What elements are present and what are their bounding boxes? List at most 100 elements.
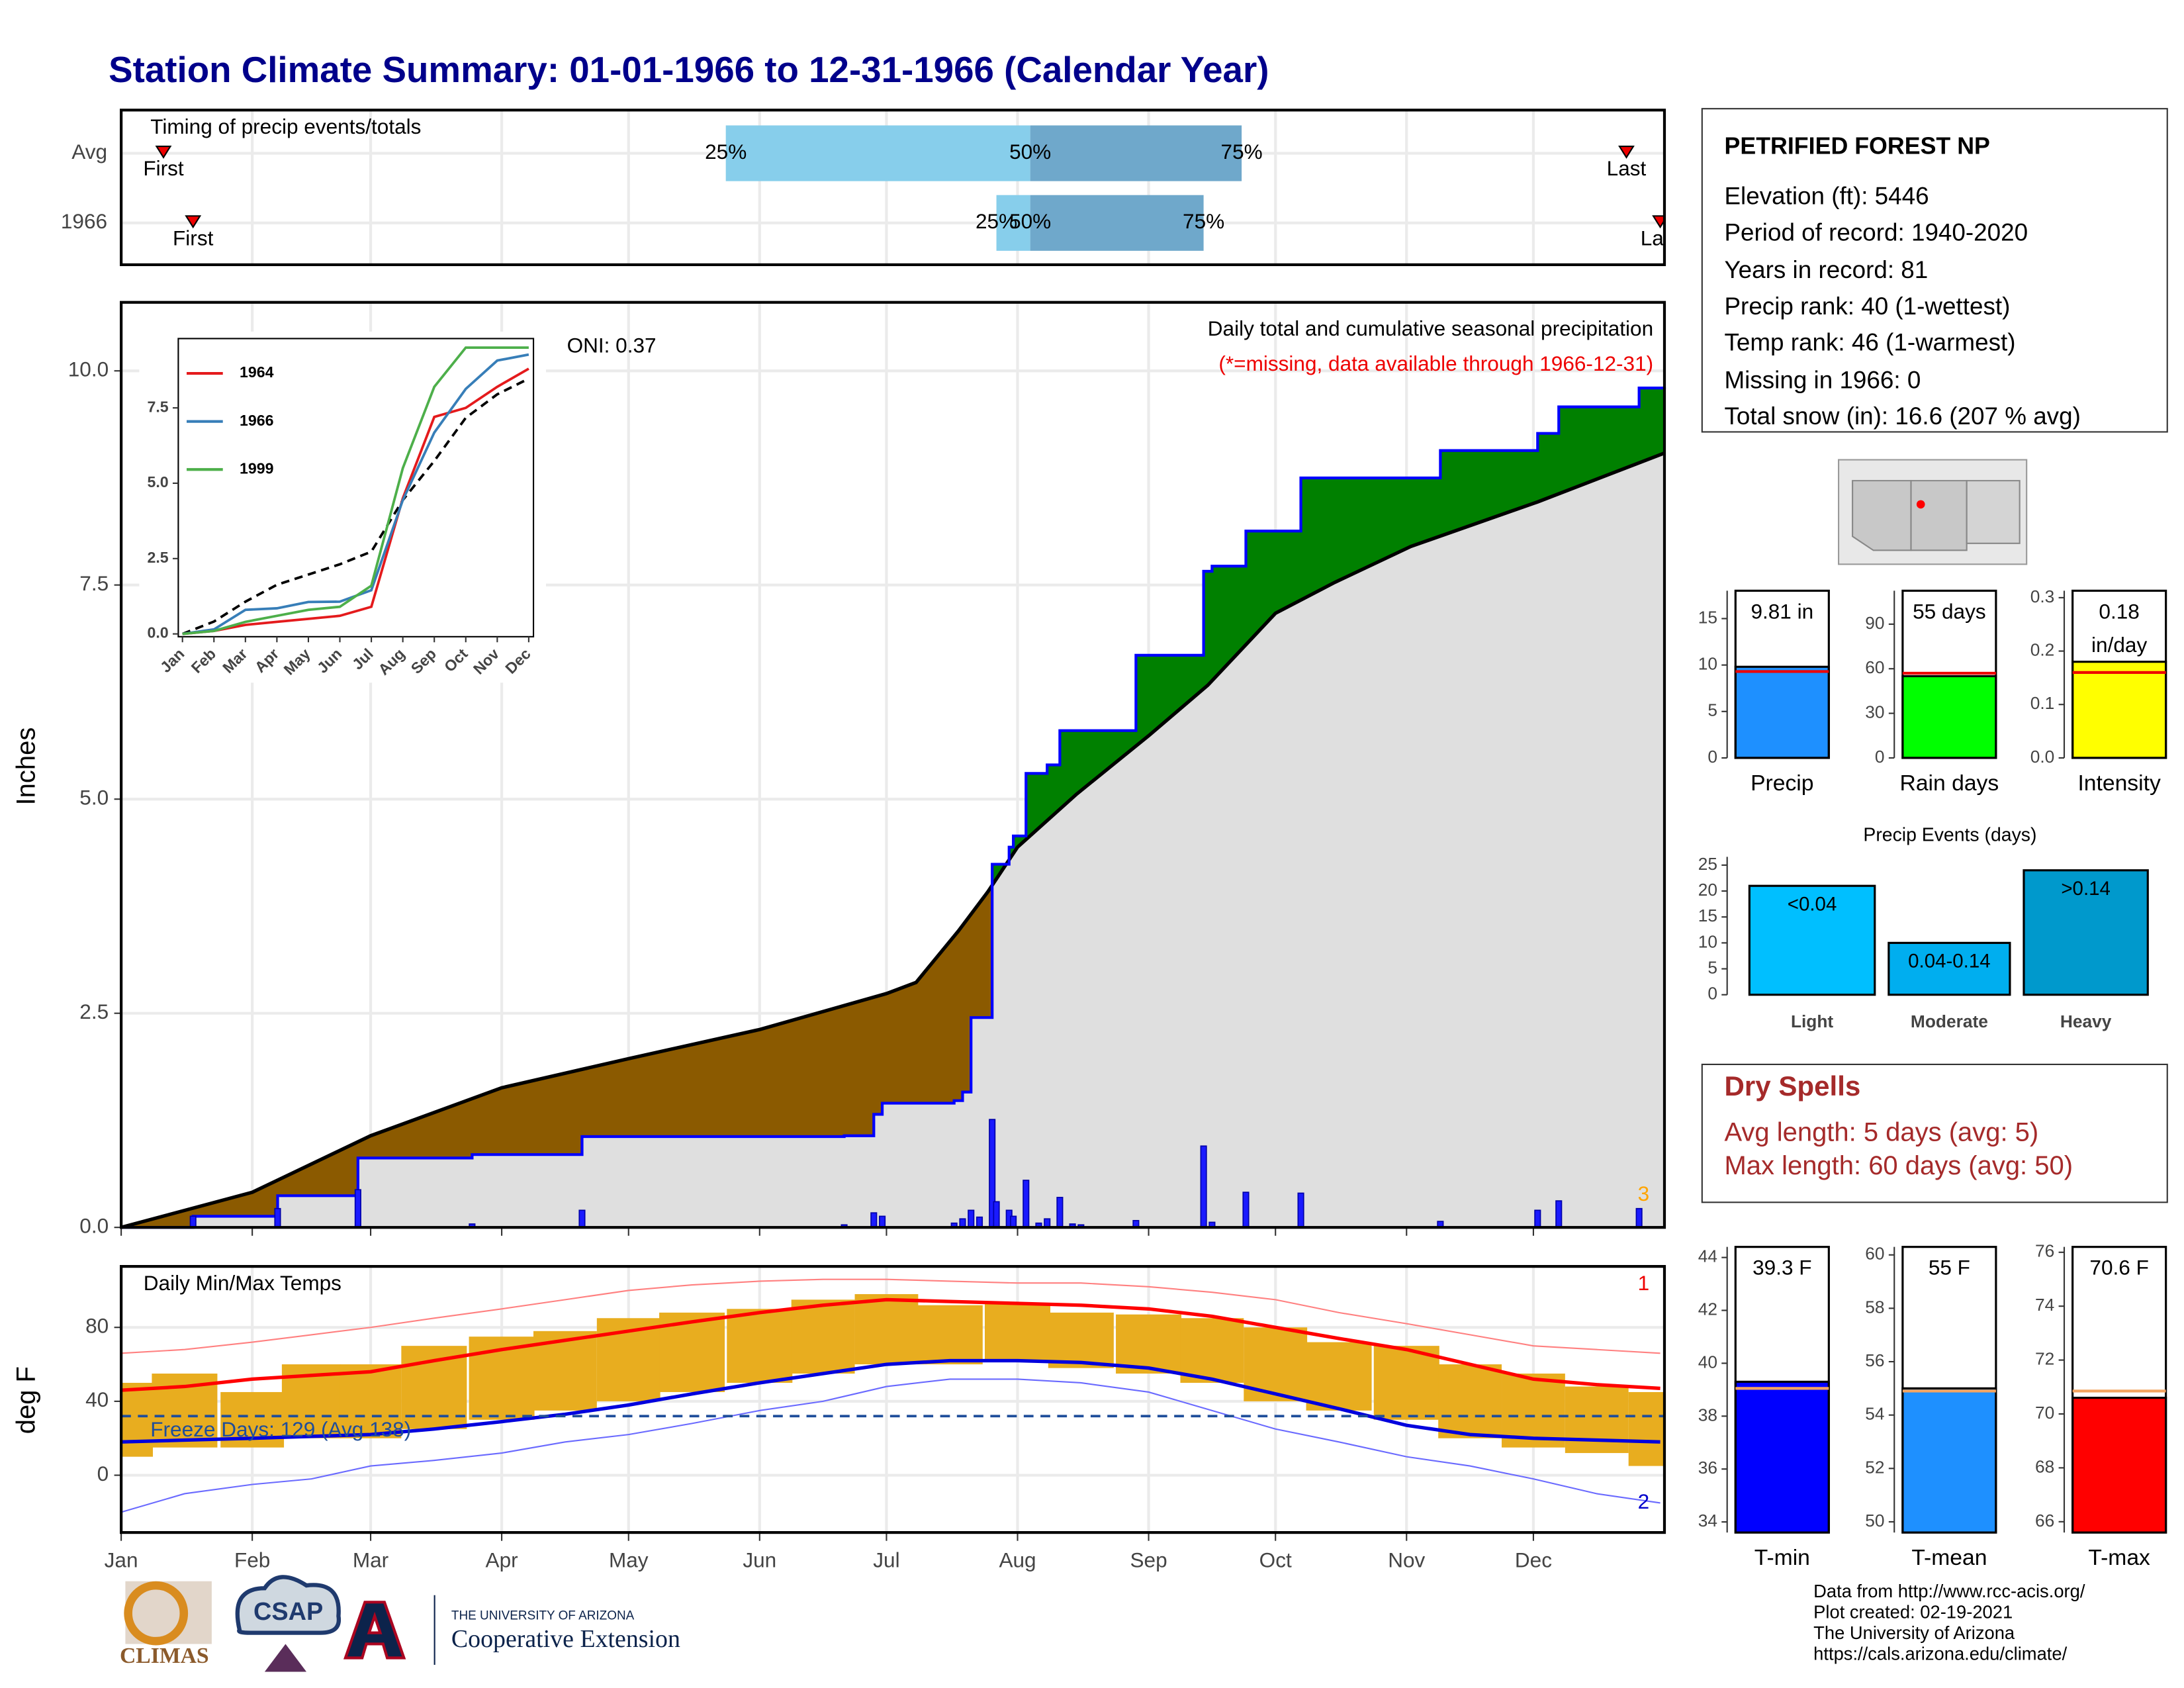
y-tick-label: 74: [2035, 1295, 2054, 1315]
observed-range-bar: [1048, 1312, 1114, 1368]
panel-frame: [119, 301, 1666, 1229]
y-tick-label: 0.0: [147, 624, 168, 641]
locator-map: [1838, 459, 2028, 565]
summary-label: T-mean: [1911, 1546, 1987, 1570]
quartile-bar: [996, 195, 1030, 251]
observed-range-bar: [854, 1293, 919, 1365]
y-tick-label: 90: [1865, 613, 1884, 633]
y-tick-label: 25: [1698, 854, 1717, 874]
logo-text: CLIMAS: [120, 1644, 209, 1668]
value-label: 39.3 F: [1752, 1256, 1811, 1280]
event-marker: [155, 145, 172, 159]
y-tick-label: 5.0: [79, 786, 109, 810]
series-line: [182, 367, 529, 635]
y-tick-label: 56: [1865, 1350, 1884, 1370]
summary-bar: [2071, 661, 2167, 759]
page-title: Station Climate Summary: 01-01-1966 to 1…: [109, 49, 1269, 90]
bar-label: 0.04-0.14: [1908, 951, 1990, 972]
quartile-bar: [725, 125, 1030, 181]
y-tick-label: 54: [1865, 1404, 1884, 1424]
logos: CLIMAS CSAP THE UNIVERSITY OF ARIZONA Co…: [120, 1575, 680, 1672]
station-line: Total snow (in): 16.6 (207 % avg): [1724, 402, 2080, 430]
summary-label: T-max: [2088, 1546, 2150, 1570]
y-tick-label: 0: [1707, 984, 1717, 1004]
y-tick-label: 0: [1875, 747, 1885, 767]
y-tick-label: 10.0: [68, 357, 109, 381]
daily-bar: [968, 1209, 975, 1229]
daily-bar: [993, 1201, 1000, 1229]
y-tick-label: 7.5: [79, 571, 109, 595]
avg-max-line: [120, 1297, 1661, 1392]
panel-title: Daily total and cumulative seasonal prec…: [1208, 316, 1653, 340]
y-tick-label: 2.5: [147, 549, 168, 566]
dry-spells-line: Max length: 60 days (avg: 50): [1724, 1151, 2073, 1180]
daily-bar: [1023, 1180, 1030, 1229]
legend-label: 1999: [240, 459, 274, 477]
quartile-label: 25%: [976, 209, 1017, 233]
y-tick-label: 70: [2035, 1403, 2054, 1423]
x-tick-label: Jan: [105, 1548, 138, 1572]
value-label: 0.18: [2099, 599, 2139, 623]
missing-count: 3: [1638, 1182, 1650, 1205]
value-label: 55 days: [1913, 599, 1986, 623]
y-tick-label: 40: [1698, 1352, 1717, 1372]
x-tick-label: Heavy: [2060, 1011, 2112, 1031]
row-label: 1966: [61, 209, 107, 233]
dry-spells-title: Dry Spells: [1724, 1070, 1860, 1102]
daily-bar: [976, 1216, 983, 1229]
y-tick-label: 30: [1865, 702, 1884, 722]
y-tick-label: 60: [1865, 657, 1884, 677]
station-line: Elevation (ft): 5446: [1724, 183, 1929, 210]
event-label: Last: [1641, 226, 1680, 250]
observed-range-bar: [1628, 1391, 1664, 1466]
quartile-label: 75%: [1183, 209, 1224, 233]
observed-range-bar: [121, 1382, 154, 1457]
y-tick-label: 0.0: [79, 1214, 109, 1238]
observed-range-bar: [1306, 1342, 1372, 1411]
summary-bar: [1734, 665, 1830, 759]
summary-bar: [1734, 1380, 1830, 1534]
station-line: Missing in 1966: 0: [1724, 366, 1921, 393]
daily-bar: [1555, 1200, 1563, 1229]
normal-line: [120, 451, 1665, 1229]
summary-label: Rain days: [1900, 771, 1999, 796]
footer-line: The University of Arizona: [1813, 1622, 2015, 1643]
daily-bar: [274, 1207, 281, 1229]
observed-range-bar: [917, 1305, 983, 1365]
x-tick-label: Dec: [1515, 1548, 1552, 1572]
y-tick-label: 40: [85, 1387, 109, 1411]
panel-frame: [119, 109, 1666, 267]
quartile-bar: [1030, 125, 1242, 181]
bar-label: >0.14: [2061, 878, 2111, 900]
y-tick-label: 0: [97, 1462, 109, 1485]
daily-bar: [1200, 1145, 1207, 1229]
logo-text: CSAP: [253, 1598, 323, 1626]
legend-label: 1966: [240, 412, 274, 429]
bar: [2023, 869, 2149, 996]
station-line: Precip rank: 40 (1-wettest): [1724, 293, 2010, 320]
y-tick-label: 5.0: [147, 473, 168, 491]
observed-range-bar: [340, 1364, 402, 1438]
x-tick-label: Light: [1791, 1011, 1833, 1031]
annotation: Freeze Days: 129 (Avg 138): [150, 1417, 411, 1441]
summary-frame: [1734, 589, 1830, 759]
normal-line: [182, 377, 529, 635]
y-tick-label: 76: [2035, 1241, 2054, 1261]
summary-label: T-min: [1754, 1546, 1810, 1570]
record-max-line: [121, 1278, 1661, 1354]
inset-frame: [177, 338, 535, 637]
y-tick-label: 2.5: [79, 1000, 109, 1023]
logo-text: THE UNIVERSITY OF ARIZONA: [451, 1609, 635, 1622]
summary-bar: [2071, 1397, 2167, 1534]
daily-bar: [1534, 1209, 1541, 1229]
value-label: 9.81 in: [1751, 599, 1813, 623]
bar: [1748, 884, 1876, 996]
y-tick-label: 50: [1865, 1511, 1884, 1530]
row-label: Avg: [71, 140, 107, 164]
y-tick-label: 0.2: [2030, 640, 2055, 660]
summary-bar: [1901, 1387, 1997, 1534]
y-tick-label: 10: [1698, 931, 1717, 951]
y-tick-label: 10: [1698, 654, 1717, 674]
